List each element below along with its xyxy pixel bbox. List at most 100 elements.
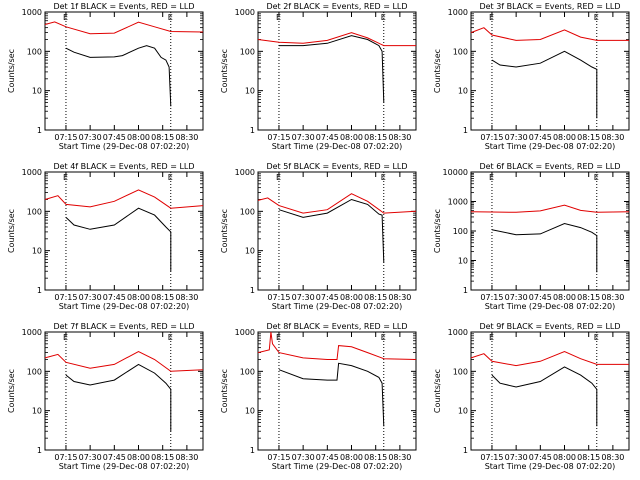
y-tick-label: 1000 [448, 328, 468, 337]
x-tick-label: 07:15 [480, 133, 503, 142]
y-tick-label: 1 [250, 446, 255, 455]
y-tick-label: 10 [32, 407, 42, 416]
event-marker-label: E [594, 333, 599, 342]
event-marker-label: E [276, 13, 281, 22]
x-tick-label: 08:30 [601, 133, 624, 142]
y-tick-label: 10 [245, 87, 255, 96]
x-tick-label: 08:00 [127, 293, 150, 302]
y-tick-label: 1000 [448, 8, 468, 17]
event-marker-label: E [63, 13, 68, 22]
y-tick-label: 1 [37, 446, 42, 455]
plot-frame [44, 171, 204, 291]
x-tick-label: 07:30 [79, 453, 102, 462]
x-tick-label: 07:30 [292, 293, 315, 302]
event-marker-label: E [489, 173, 494, 182]
chart-title: Det 6f BLACK = Events, RED = LLD [479, 162, 620, 171]
series-line-red [44, 350, 204, 372]
x-axis-label: Start Time (29-Dec-08 07:02:20) [272, 302, 403, 311]
x-tick-label: 08:00 [340, 453, 363, 462]
x-tick-label: 07:15 [267, 133, 290, 142]
y-tick-label: 1 [37, 126, 42, 135]
detector-panel-2: Det 2f BLACK = Events, RED = LLD 1 10 100 10… [220, 2, 417, 151]
event-marker-label: E [381, 13, 386, 22]
x-tick-label: 07:15 [54, 133, 77, 142]
detector-panel-6: Det 6f BLACK = Events, RED = LLD 1 10 100 10… [433, 162, 630, 311]
x-tick-label: 08:30 [388, 453, 411, 462]
x-tick-label: 08:30 [175, 133, 198, 142]
plot-frame [257, 11, 417, 131]
x-tick-label: 08:15 [364, 453, 387, 462]
series-line-red [257, 193, 417, 214]
x-axis-label: Start Time (29-Dec-08 07:02:20) [485, 462, 616, 471]
y-tick-label: 1 [37, 286, 42, 295]
series-line-black [65, 207, 172, 272]
series-line-red [257, 32, 416, 47]
y-tick-label: 1 [250, 126, 255, 135]
y-tick-label: 10000 [443, 168, 468, 177]
y-axis-label: Counts/sec [220, 369, 229, 413]
event-marker-label: E [381, 333, 386, 342]
event-marker-label: E [489, 333, 494, 342]
detector-panel-8: Det 8f BLACK = Events, RED = LLD 1 10 100 10… [220, 322, 417, 471]
x-tick-label: 07:30 [505, 293, 528, 302]
y-tick-label: 1 [463, 126, 468, 135]
x-tick-label: 08:15 [151, 293, 174, 302]
y-tick-label: 1 [250, 286, 255, 295]
plot-frame [470, 11, 630, 131]
y-tick-label: 10 [458, 87, 468, 96]
x-tick-label: 08:00 [340, 133, 363, 142]
chart-title: Det 3f BLACK = Events, RED = LLD [479, 2, 620, 11]
x-tick-label: 07:15 [480, 453, 503, 462]
event-marker-label: E [276, 173, 281, 182]
y-tick-label: 100 [27, 47, 42, 56]
x-tick-label: 07:30 [292, 133, 315, 142]
x-tick-label: 07:15 [54, 293, 77, 302]
y-tick-label: 1000 [235, 168, 255, 177]
event-marker-label: E [594, 13, 599, 22]
detector-panel-1: Det 1f BLACK = Events, RED = LLD 1 10 100 10… [7, 2, 204, 151]
x-tick-label: 08:15 [151, 133, 174, 142]
detector-panel-3: Det 3f BLACK = Events, RED = LLD 1 10 100 10… [433, 2, 630, 151]
series-line-black [279, 35, 385, 103]
y-tick-label: 1000 [22, 328, 42, 337]
x-tick-label: 07:45 [529, 293, 552, 302]
x-tick-label: 07:45 [529, 453, 552, 462]
y-tick-label: 1000 [22, 168, 42, 177]
y-axis-label: Counts/sec [7, 369, 16, 413]
y-tick-label: 10 [458, 257, 468, 266]
detector-panel-5: Det 5f BLACK = Events, RED = LLD 1 10 100 10… [220, 162, 417, 311]
x-tick-label: 08:15 [364, 293, 387, 302]
x-tick-label: 07:30 [505, 453, 528, 462]
chart-title: Det 2f BLACK = Events, RED = LLD [266, 2, 407, 11]
y-tick-label: 1000 [235, 8, 255, 17]
y-tick-label: 1000 [235, 328, 255, 337]
x-tick-label: 08:30 [388, 133, 411, 142]
y-tick-label: 1 [463, 446, 468, 455]
x-tick-label: 08:00 [553, 293, 576, 302]
x-tick-label: 08:00 [553, 453, 576, 462]
event-marker-label: E [168, 173, 173, 182]
series-line-black [491, 366, 598, 427]
x-tick-label: 08:15 [577, 133, 600, 142]
x-tick-label: 07:45 [316, 133, 339, 142]
event-marker-label: E [63, 173, 68, 182]
x-tick-label: 07:45 [103, 453, 126, 462]
event-marker-label: E [168, 13, 173, 22]
y-tick-label: 100 [240, 367, 255, 376]
x-tick-label: 07:45 [316, 453, 339, 462]
x-axis-label: Start Time (29-Dec-08 07:02:20) [59, 462, 190, 471]
x-tick-label: 08:15 [364, 133, 387, 142]
series-line-black [278, 198, 385, 263]
plot-frame [44, 11, 204, 131]
x-tick-label: 07:30 [79, 293, 102, 302]
x-axis-label: Start Time (29-Dec-08 07:02:20) [272, 142, 403, 151]
y-tick-label: 100 [27, 207, 42, 216]
chart-title: Det 1f BLACK = Events, RED = LLD [53, 2, 194, 11]
x-tick-label: 07:15 [54, 453, 77, 462]
series-line-red [44, 189, 204, 209]
x-tick-label: 08:30 [601, 293, 624, 302]
x-tick-label: 07:45 [316, 293, 339, 302]
x-tick-label: 08:15 [577, 453, 600, 462]
event-marker-label: E [63, 333, 68, 342]
plot-frame [44, 331, 204, 451]
